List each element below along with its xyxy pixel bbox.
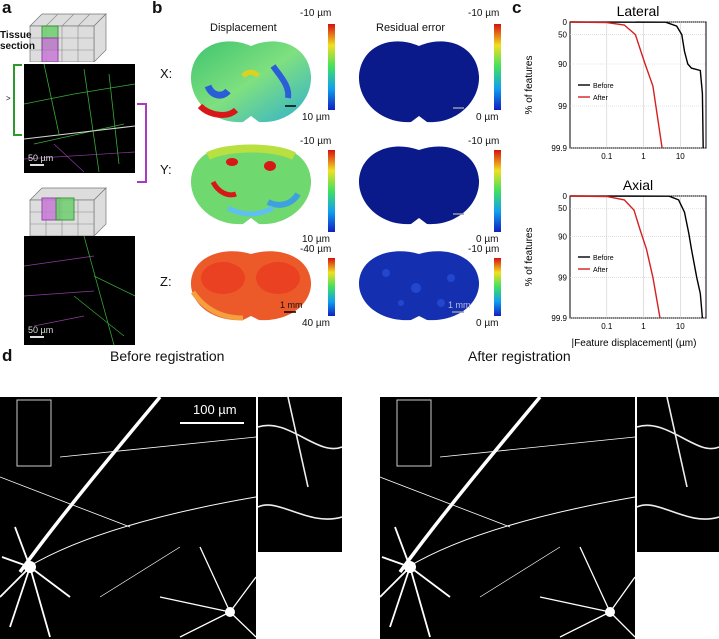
ytick-1-1: 50 [558, 204, 567, 213]
panel-d-letter: d [2, 346, 13, 365]
row-label-y: Y: [160, 162, 172, 177]
ytick-1-4: 99.9 [551, 314, 567, 323]
colorbar-x-residual [494, 24, 501, 110]
zoom-inset-before [258, 397, 342, 552]
colorbar-y-residual [494, 150, 501, 232]
xtick-0-1: 1 [641, 152, 646, 161]
cbar-y-res-top: -10 µm [468, 136, 500, 147]
neuron-image-before: 100 µm [0, 397, 256, 639]
bracket-green [13, 64, 22, 136]
brain-map-z-residual [358, 251, 480, 321]
cbar-x-disp-top: -10 µm [300, 8, 332, 19]
bracket-arrow: > [6, 94, 11, 103]
residual-title: Residual error [376, 22, 446, 34]
scale-label-z-residual: 1 mm [448, 300, 471, 310]
xlabel-1: |Feature displacement| (µm) [572, 338, 697, 349]
cbar-y-res-bottom: 0 µm [476, 234, 499, 245]
cbar-z-res-bottom: 0 µm [476, 318, 499, 329]
series-1-after [569, 195, 661, 319]
legend-label-1-0: Before [593, 255, 614, 262]
ytick-0-3: 99 [558, 102, 567, 111]
xtick-1-2: 10 [676, 322, 685, 331]
series-1-before [569, 195, 704, 319]
displacement-title: Displacement [210, 22, 277, 34]
ytick-1-0: 0 [563, 192, 568, 201]
tissue-block-diagram-top [29, 13, 107, 62]
cbar-z-disp-bottom: 40 µm [302, 318, 330, 329]
scale-label-neuron: 100 µm [193, 402, 237, 417]
xtick-0-2: 10 [676, 152, 685, 161]
after-title: After registration [468, 348, 571, 364]
legend-label-0-0: Before [593, 83, 614, 90]
brain-map-x-displacement [190, 41, 312, 123]
brain-map-x-residual [358, 41, 480, 123]
legend-label-1-1: After [593, 267, 608, 274]
cbar-x-res-top: -10 µm [468, 8, 500, 19]
ytick-1-2: 90 [558, 233, 567, 242]
brain-map-y-displacement [190, 144, 312, 225]
cbar-z-res-top: -10 µm [468, 244, 500, 255]
ytick-0-0: 0 [563, 18, 568, 27]
cbar-y-disp-top: -10 µm [300, 136, 332, 147]
tissue-image-bottom: 50 µm [24, 236, 135, 345]
ytick-0-1: 50 [558, 31, 567, 40]
scale-label-top: 50 µm [28, 153, 54, 163]
tissue-image-top: 50 µm [24, 64, 135, 173]
row-label-z: Z: [160, 274, 172, 289]
scale-label-z-displacement: 1 mm [280, 300, 303, 310]
panel-a-letter: a [2, 0, 12, 17]
colorbar-y-displacement [328, 150, 335, 232]
brain-map-y-residual [358, 146, 480, 225]
bracket-magenta [137, 103, 147, 183]
ytick-0-2: 90 [558, 60, 567, 69]
chart-title-0: Lateral [617, 3, 660, 19]
panel-c-letter: c [512, 0, 522, 17]
series-0-before [569, 21, 704, 149]
cbar-z-disp-top: -40 µm [300, 244, 332, 255]
colorbar-z-residual [494, 258, 501, 316]
xtick-1-1: 1 [641, 322, 646, 331]
ytick-1-3: 99 [558, 273, 567, 282]
series-0-after [569, 21, 663, 149]
ylabel-0: % of features [524, 56, 535, 115]
neuron-image-after [380, 397, 635, 639]
tissue-section-label: Tissue section [0, 30, 36, 52]
xtick-0-0: 0.1 [601, 152, 613, 161]
ylabel-1: % of features [524, 228, 535, 287]
row-label-x: X: [160, 66, 173, 81]
cbar-y-disp-bottom: 10 µm [302, 234, 330, 245]
tissue-block-diagram-bottom [29, 187, 107, 236]
chart-title-1: Axial [623, 177, 653, 193]
panel-b-letter: b [152, 0, 163, 17]
legend-label-0-1: After [593, 95, 608, 102]
scale-label-bottom: 50 µm [28, 325, 54, 335]
colorbar-x-displacement [328, 24, 335, 110]
cbar-x-res-bottom: 0 µm [476, 112, 499, 123]
xtick-1-0: 0.1 [601, 322, 613, 331]
ytick-0-4: 99.9 [551, 144, 567, 153]
colorbar-z-displacement [328, 258, 335, 316]
brain-map-z-displacement [190, 251, 312, 321]
zoom-inset-after [637, 397, 719, 552]
cbar-x-disp-bottom: 10 µm [302, 112, 330, 123]
before-title: Before registration [110, 348, 225, 364]
